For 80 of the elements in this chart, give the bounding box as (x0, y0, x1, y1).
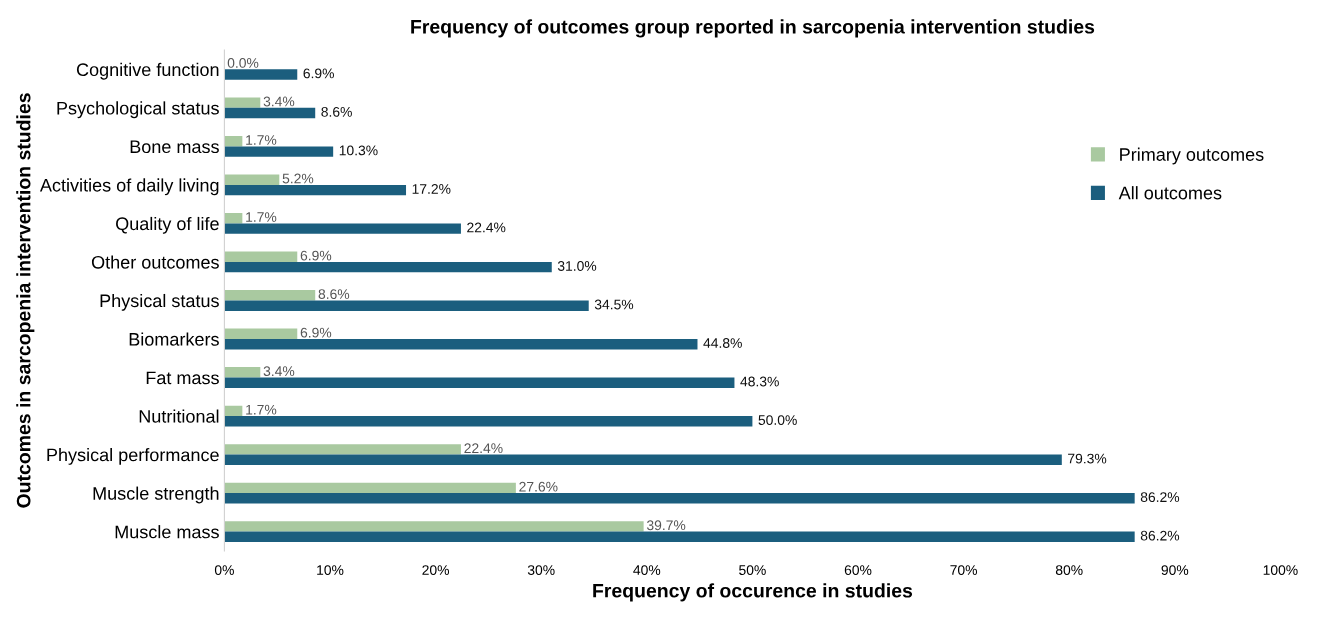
bar (224, 69, 298, 80)
x-tick-label: 50% (739, 565, 766, 575)
data-label: 6.9% (300, 250, 332, 261)
bar (224, 300, 589, 311)
data-label: 1.7% (246, 135, 277, 145)
bar (224, 97, 261, 108)
legend-label: All outcomes (1118, 186, 1222, 200)
bar (224, 521, 644, 532)
bar (224, 328, 298, 339)
bar (224, 107, 316, 119)
bar (224, 290, 316, 301)
x-tick-label: 70% (950, 565, 978, 575)
y-tick-label: Psychological status (57, 101, 219, 119)
y-tick-label: Bone mass (130, 140, 219, 154)
data-label: 1.7% (246, 404, 277, 415)
data-label: 3.4% (263, 96, 295, 107)
y-tick-label: Muscle strength (93, 486, 219, 504)
y-tick-label: Biomarkers (129, 332, 219, 346)
bar (224, 174, 280, 185)
y-tick-label: Physical performance (47, 448, 219, 465)
x-tick-label: 80% (1055, 565, 1083, 575)
data-label: 8.6% (318, 289, 350, 300)
y-tick-label: Cognitive function (76, 62, 219, 80)
bar (224, 184, 407, 196)
x-tick-label: 40% (633, 565, 661, 575)
data-label: 17.2% (412, 184, 451, 194)
x-tick-label: 20% (422, 565, 450, 575)
x-tick-label: 100% (1263, 565, 1298, 575)
bar (224, 531, 1135, 543)
bar (224, 482, 516, 494)
y-tick-label: Muscle mass (115, 525, 219, 539)
bar (224, 454, 1062, 465)
x-tick-label: 10% (317, 565, 344, 575)
y-tick-label: Fat mass (146, 371, 219, 385)
data-label: 1.7% (246, 212, 277, 222)
data-label: 0.0% (227, 58, 259, 68)
data-label: 6.9% (300, 327, 332, 338)
bar (224, 339, 698, 350)
data-label: 6.9% (303, 68, 334, 79)
data-label: 22.4% (464, 443, 503, 454)
legend-label: Primary outcomes (1120, 147, 1264, 165)
data-label: 44.8% (703, 338, 742, 348)
x-tick-label: 90% (1161, 565, 1189, 575)
x-tick-label: 30% (527, 565, 555, 575)
data-label: 39.7% (646, 520, 686, 531)
chart-title: Frequency of outcomes group reported in sarcopenia intervention studies (411, 19, 1095, 38)
x-tick-label: 0% (214, 565, 234, 575)
data-label: 34.5% (594, 299, 634, 310)
bar (224, 416, 753, 427)
data-label: 10.3% (339, 145, 378, 156)
bar (224, 367, 261, 378)
bar (224, 251, 298, 262)
data-label: 8.6% (321, 106, 352, 117)
data-label: 50.0% (758, 415, 797, 425)
data-label: 3.4% (263, 366, 295, 377)
data-label: 5.2% (282, 173, 314, 184)
bar (224, 493, 1135, 504)
x-axis-title: Frequency of occurence in studies (593, 583, 913, 602)
bar (224, 405, 243, 417)
data-label: 86.2% (1140, 530, 1180, 541)
x-tick-label: 60% (844, 565, 872, 575)
bar (224, 135, 243, 147)
data-label: 31.0% (557, 261, 597, 271)
y-tick-label: Quality of life (116, 216, 219, 234)
y-tick-label: Other outcomes (91, 255, 219, 269)
bar (224, 223, 461, 234)
bar (224, 444, 461, 455)
data-label: 79.3% (1068, 453, 1107, 464)
bar (224, 213, 243, 224)
data-label: 48.3% (740, 376, 779, 387)
bar (224, 377, 735, 388)
data-label: 27.6% (519, 481, 558, 492)
y-tick-label: Activities of daily living (39, 178, 219, 196)
data-label: 22.4% (467, 222, 506, 233)
bar (224, 146, 334, 157)
bar (224, 261, 552, 273)
data-label: 86.2% (1140, 492, 1180, 503)
y-tick-label: Physical status (100, 293, 219, 311)
y-tick-label: Nutritional (139, 409, 219, 423)
y-axis-title: Outcomes in sarcopenia intervention studies (16, 93, 35, 508)
